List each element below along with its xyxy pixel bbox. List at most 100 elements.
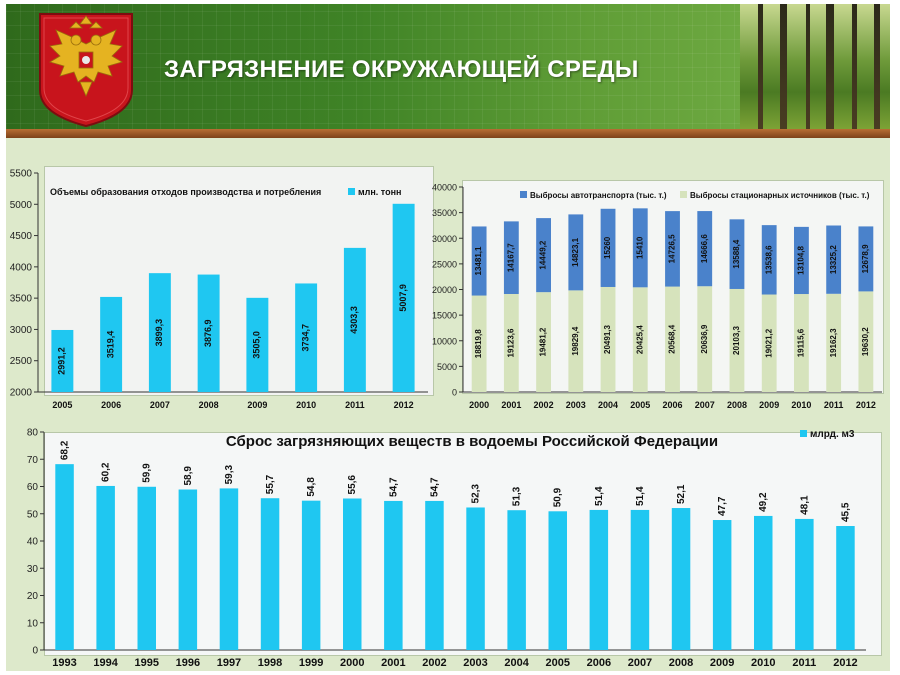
y-tick-label: 2500 [10,356,33,367]
x-tick-label: 2002 [422,657,446,669]
bar [665,286,680,392]
bar [568,214,584,291]
legend-swatch [800,430,807,437]
bar [219,488,239,650]
data-label: 20568,4 [668,324,677,353]
bar [246,297,269,392]
bar [425,500,444,650]
data-label: 47,7 [717,496,728,516]
bar [51,329,74,392]
y-tick-label: 80 [27,428,39,439]
page-title: ЗАГРЯЗНЕНИЕ ОКРУЖАЮЩЕЙ СРЕДЫ [164,56,639,83]
bar [858,226,874,292]
x-tick-label: 2004 [504,657,529,669]
data-label: 14666,6 [700,234,709,263]
data-label: 5007,9 [398,284,408,312]
bar [632,208,648,288]
y-tick-label: 2000 [10,388,33,399]
data-label: 3505,0 [252,331,262,359]
x-tick-label: 2001 [501,400,521,410]
bar [260,498,280,650]
bar [729,288,745,392]
y-tick-label: 60 [27,482,39,493]
data-label: 13538,6 [764,245,773,274]
x-tick-label: 1994 [93,657,118,669]
y-tick-label: 20000 [432,285,457,295]
y-tick-label: 15000 [432,311,457,321]
x-tick-label: 2004 [598,400,618,410]
data-label: 55,6 [347,475,358,495]
chart-title: Сброс загрязняющих веществ в водоемы Рос… [226,433,718,450]
bar [343,247,366,392]
bar [178,489,198,650]
bar [197,274,220,392]
x-tick-label: 2007 [695,400,715,410]
x-tick-label: 2011 [824,400,844,410]
y-tick-label: 4500 [10,231,33,242]
bar [665,211,680,287]
y-tick-label: 10000 [432,336,457,346]
x-tick-label: 2010 [751,657,775,669]
x-tick-label: 2009 [247,400,267,410]
bar [600,208,616,287]
bar [761,225,777,295]
data-label: 54,8 [306,477,317,497]
bar [671,508,691,650]
legend-label: Выбросы автотранспорта (тыс. т.) [530,191,667,200]
data-label: 20103,3 [732,325,741,354]
y-tick-label: 3500 [10,294,33,305]
bar [794,294,809,392]
x-tick-label: 2005 [52,400,72,410]
bar [794,226,809,295]
x-tick-label: 2001 [381,657,405,669]
data-label: 59,3 [224,465,235,485]
y-tick-label: 20 [27,591,39,602]
data-label: 51,3 [512,486,523,506]
data-label: 52,1 [676,484,687,504]
data-label: 3519,4 [106,331,116,359]
bar [826,225,842,294]
x-tick-label: 1997 [217,657,241,669]
x-tick-label: 2010 [296,400,316,410]
data-label: 2991,2 [57,347,67,375]
bar [761,294,777,392]
bar [295,283,318,392]
x-tick-label: 2007 [150,400,170,410]
y-tick-label: 4000 [10,262,33,273]
x-tick-label: 1996 [176,657,200,669]
bar [471,295,487,392]
bar [148,273,171,392]
y-tick-label: 50 [27,509,39,520]
data-label: 19481,2 [539,327,548,356]
legend-label: Выбросы стационарных источников (тыс. т.… [690,191,870,200]
y-tick-label: 70 [27,455,39,466]
x-tick-label: 2008 [669,657,693,669]
bar [343,498,362,650]
bar [507,510,526,650]
x-tick-label: 2003 [463,657,487,669]
data-label: 59,9 [142,463,153,483]
data-label: 13325,2 [829,245,838,274]
x-tick-label: 2000 [340,657,364,669]
y-tick-label: 0 [32,646,38,657]
x-tick-label: 2006 [662,400,682,410]
data-label: 4303,3 [349,306,359,334]
data-label: 19021,2 [764,328,773,357]
x-tick-label: 2006 [101,400,121,410]
legend-swatch [348,188,355,195]
bar [600,286,616,392]
x-tick-label: 2005 [630,400,650,410]
x-tick-label: 2006 [587,657,611,669]
bar [632,287,648,392]
x-tick-label: 2007 [628,657,652,669]
bar [548,511,567,650]
x-tick-label: 2002 [534,400,554,410]
data-label: 3876,9 [203,320,213,348]
bar [754,515,773,650]
x-tick-label: 2012 [856,400,876,410]
bar [630,509,650,650]
bar [100,296,123,392]
data-label: 20636,9 [700,324,709,353]
